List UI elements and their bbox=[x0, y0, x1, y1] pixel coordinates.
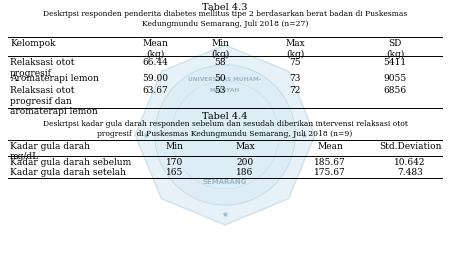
Text: Tabel 4.4: Tabel 4.4 bbox=[202, 112, 248, 121]
Text: Min
(kg): Min (kg) bbox=[211, 39, 229, 59]
Text: Kelompok: Kelompok bbox=[10, 39, 55, 48]
Text: 58: 58 bbox=[214, 58, 226, 67]
Text: 5411: 5411 bbox=[383, 58, 406, 67]
Text: 6856: 6856 bbox=[383, 86, 406, 95]
Text: SD
(kg): SD (kg) bbox=[386, 39, 404, 59]
Text: Min: Min bbox=[166, 142, 184, 151]
Text: Mean
(kg): Mean (kg) bbox=[142, 39, 168, 59]
Text: Kadar gula darah setelah: Kadar gula darah setelah bbox=[10, 168, 126, 177]
Text: Deskripsi kadar gula darah responden sebelum dan sesudah diberikan intervensi re: Deskripsi kadar gula darah responden seb… bbox=[43, 120, 407, 138]
Text: UNIVERSITAS MUHAM-: UNIVERSITAS MUHAM- bbox=[189, 77, 261, 82]
Text: Aromaterapi lemon: Aromaterapi lemon bbox=[10, 74, 99, 83]
Text: 175.67: 175.67 bbox=[314, 168, 346, 177]
Text: 75: 75 bbox=[289, 58, 301, 67]
Text: Relaksasi otot
progresif dan
aromaterapi lemon: Relaksasi otot progresif dan aromaterapi… bbox=[10, 86, 98, 116]
Text: 9055: 9055 bbox=[383, 74, 407, 83]
Text: Kadar gula darah sebelum: Kadar gula darah sebelum bbox=[10, 158, 131, 167]
Text: Max: Max bbox=[235, 142, 255, 151]
Text: 200: 200 bbox=[236, 158, 253, 167]
Text: 73: 73 bbox=[289, 74, 301, 83]
Text: 63.67: 63.67 bbox=[142, 86, 168, 95]
Text: 72: 72 bbox=[289, 86, 301, 95]
Text: 185.67: 185.67 bbox=[314, 158, 346, 167]
Text: Tabel 4.3: Tabel 4.3 bbox=[202, 3, 248, 12]
Text: Max
(kg): Max (kg) bbox=[285, 39, 305, 59]
Circle shape bbox=[155, 65, 295, 205]
Text: SEMARANG: SEMARANG bbox=[203, 179, 247, 185]
Text: 170: 170 bbox=[166, 158, 184, 167]
Polygon shape bbox=[135, 45, 315, 225]
Text: 59.00: 59.00 bbox=[142, 74, 168, 83]
Text: Relaksasi otot
progresif: Relaksasi otot progresif bbox=[10, 58, 75, 78]
Text: 186: 186 bbox=[236, 168, 254, 177]
Text: MADIYAH: MADIYAH bbox=[210, 87, 240, 93]
Text: 7.483: 7.483 bbox=[397, 168, 423, 177]
Text: 10.642: 10.642 bbox=[394, 158, 426, 167]
Text: Std.Deviation: Std.Deviation bbox=[379, 142, 441, 151]
Text: 66.44: 66.44 bbox=[142, 58, 168, 67]
Text: Deskripsi responden penderita diabetes mellitus tipe 2 berdasarkan berat badan d: Deskripsi responden penderita diabetes m… bbox=[43, 10, 407, 28]
Text: Mean: Mean bbox=[317, 142, 343, 151]
Circle shape bbox=[171, 81, 279, 189]
Text: Kadar gula darah
mg/dL: Kadar gula darah mg/dL bbox=[10, 142, 90, 161]
Text: 165: 165 bbox=[166, 168, 184, 177]
Text: 50: 50 bbox=[214, 74, 226, 83]
Text: 53: 53 bbox=[214, 86, 226, 95]
